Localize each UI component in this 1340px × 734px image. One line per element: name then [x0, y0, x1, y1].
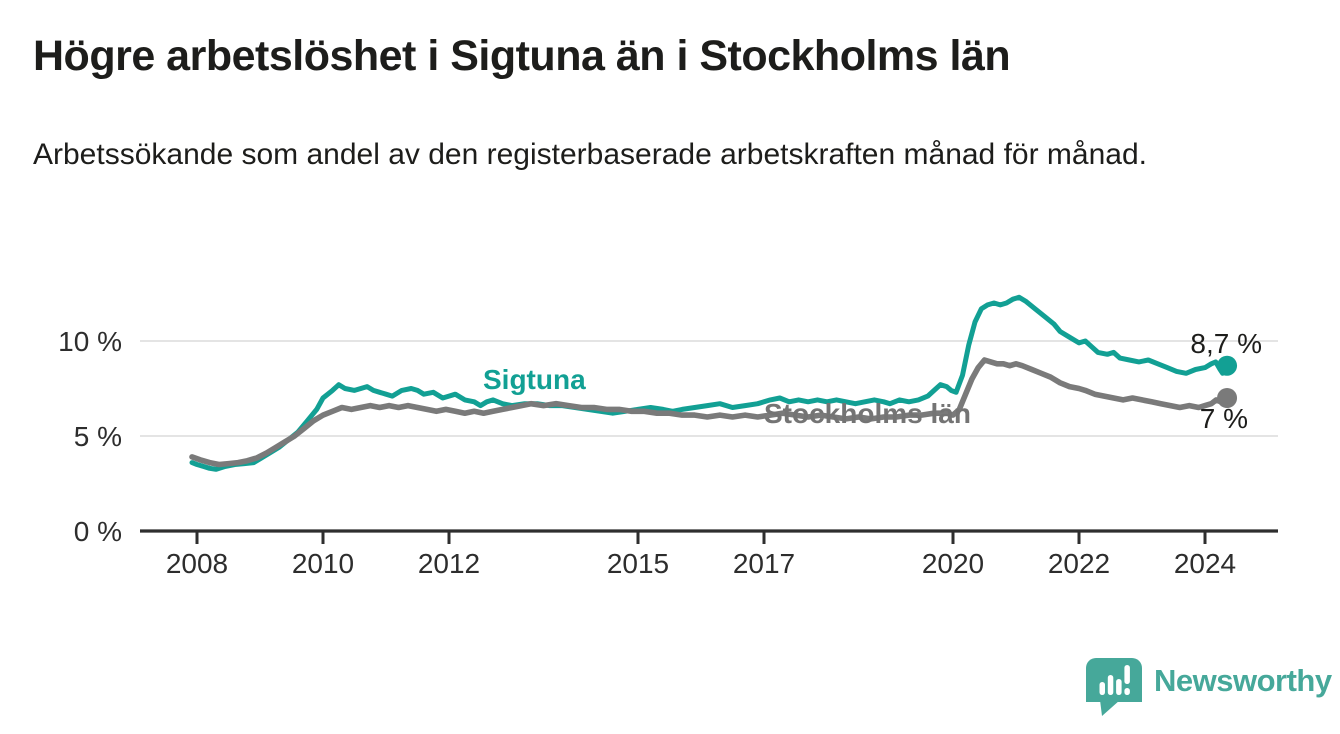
series-line-stockholms-lan [189, 357, 1230, 468]
series-label-sigtuna: Sigtuna [483, 364, 586, 395]
end-dot-stockholms-lan [1217, 388, 1238, 408]
y-tick-label: 5 % [73, 421, 122, 452]
x-tick-label: 2024 [1173, 548, 1237, 579]
page-subtitle: Arbetssökande som andel av den registerb… [33, 138, 1147, 171]
page-title: Högre arbetslöshet i Sigtuna än i Stockh… [33, 32, 1011, 80]
newsworthy-branding: Newsworthy [1086, 656, 1332, 723]
y-tick-label: 0 % [73, 516, 122, 547]
end-value-label-sigtuna: 8,7 % [1190, 328, 1262, 359]
y-tick-label: 10 % [58, 326, 122, 357]
bar-chart-speech-bubble-icon [1086, 656, 1144, 723]
end-dot-sigtuna [1217, 355, 1238, 376]
x-tick-label: 2022 [1047, 548, 1111, 579]
x-tick-label: 2010 [291, 548, 355, 579]
x-tick-label: 2017 [732, 548, 796, 579]
x-tick-label: 2012 [417, 548, 481, 579]
x-tick-label: 2015 [606, 548, 670, 579]
series-line-sigtuna [189, 294, 1230, 472]
series-label-stockholms-lan: Stockholms län [764, 398, 971, 429]
x-tick-label: 2020 [921, 548, 985, 579]
x-tick-label: 2008 [165, 548, 229, 579]
newsworthy-wordmark: Newsworthy [1154, 663, 1332, 698]
end-value-label-stockholms-lan: 7 % [1199, 403, 1248, 434]
